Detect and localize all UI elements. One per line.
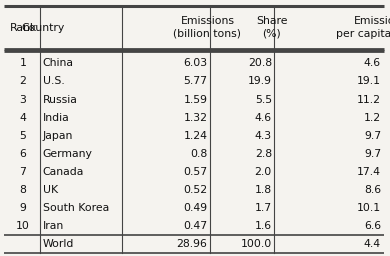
Text: China: China bbox=[43, 58, 73, 68]
Text: UK: UK bbox=[43, 185, 58, 195]
Text: 5: 5 bbox=[20, 131, 27, 141]
Text: India: India bbox=[43, 113, 69, 123]
Text: 19.1: 19.1 bbox=[357, 77, 381, 87]
Text: Emissions
(billion tons): Emissions (billion tons) bbox=[174, 16, 241, 39]
Text: Rank: Rank bbox=[9, 23, 37, 33]
Text: 1.2: 1.2 bbox=[364, 113, 381, 123]
Text: Canada: Canada bbox=[43, 167, 84, 177]
Text: 8.6: 8.6 bbox=[364, 185, 381, 195]
Text: 5.5: 5.5 bbox=[255, 94, 272, 104]
Text: Emissions
per capita (tons): Emissions per capita (tons) bbox=[336, 16, 390, 39]
Text: 1.24: 1.24 bbox=[183, 131, 207, 141]
Text: 3: 3 bbox=[20, 94, 27, 104]
Text: 10: 10 bbox=[16, 221, 30, 231]
Text: Share
(%): Share (%) bbox=[256, 16, 287, 39]
Text: 6.6: 6.6 bbox=[364, 221, 381, 231]
Text: U.S.: U.S. bbox=[43, 77, 64, 87]
Text: 0.47: 0.47 bbox=[183, 221, 207, 231]
Text: Japan: Japan bbox=[43, 131, 73, 141]
Text: 4.6: 4.6 bbox=[364, 58, 381, 68]
Text: 9.7: 9.7 bbox=[364, 149, 381, 159]
Text: 6: 6 bbox=[20, 149, 27, 159]
Text: 20.8: 20.8 bbox=[248, 58, 272, 68]
Text: 1.6: 1.6 bbox=[255, 221, 272, 231]
Text: 100.0: 100.0 bbox=[241, 239, 272, 249]
Text: 6.03: 6.03 bbox=[183, 58, 207, 68]
Text: 1.8: 1.8 bbox=[255, 185, 272, 195]
Text: 0.8: 0.8 bbox=[190, 149, 207, 159]
Text: 28.96: 28.96 bbox=[177, 239, 207, 249]
Text: Germany: Germany bbox=[43, 149, 92, 159]
Text: South Korea: South Korea bbox=[43, 203, 109, 213]
Text: 4.3: 4.3 bbox=[255, 131, 272, 141]
Text: 2: 2 bbox=[20, 77, 27, 87]
Text: 0.57: 0.57 bbox=[183, 167, 207, 177]
Text: Russia: Russia bbox=[43, 94, 77, 104]
Text: 19.9: 19.9 bbox=[248, 77, 272, 87]
Text: 4: 4 bbox=[20, 113, 27, 123]
Text: 0.52: 0.52 bbox=[183, 185, 207, 195]
Text: 4.4: 4.4 bbox=[364, 239, 381, 249]
Text: 2.0: 2.0 bbox=[255, 167, 272, 177]
Text: 7: 7 bbox=[20, 167, 27, 177]
Text: 17.4: 17.4 bbox=[357, 167, 381, 177]
Text: 2.8: 2.8 bbox=[255, 149, 272, 159]
Text: 1.7: 1.7 bbox=[255, 203, 272, 213]
Text: 10.1: 10.1 bbox=[357, 203, 381, 213]
Text: 11.2: 11.2 bbox=[357, 94, 381, 104]
Text: 9: 9 bbox=[20, 203, 27, 213]
Text: 8: 8 bbox=[20, 185, 27, 195]
Text: 9.7: 9.7 bbox=[364, 131, 381, 141]
Text: 0.49: 0.49 bbox=[183, 203, 207, 213]
Text: Country: Country bbox=[21, 23, 64, 33]
Text: 1.32: 1.32 bbox=[183, 113, 207, 123]
Text: 4.6: 4.6 bbox=[255, 113, 272, 123]
Text: Iran: Iran bbox=[43, 221, 64, 231]
Text: 5.77: 5.77 bbox=[183, 77, 207, 87]
Text: 1.59: 1.59 bbox=[183, 94, 207, 104]
Text: 1: 1 bbox=[20, 58, 27, 68]
Text: World: World bbox=[43, 239, 74, 249]
